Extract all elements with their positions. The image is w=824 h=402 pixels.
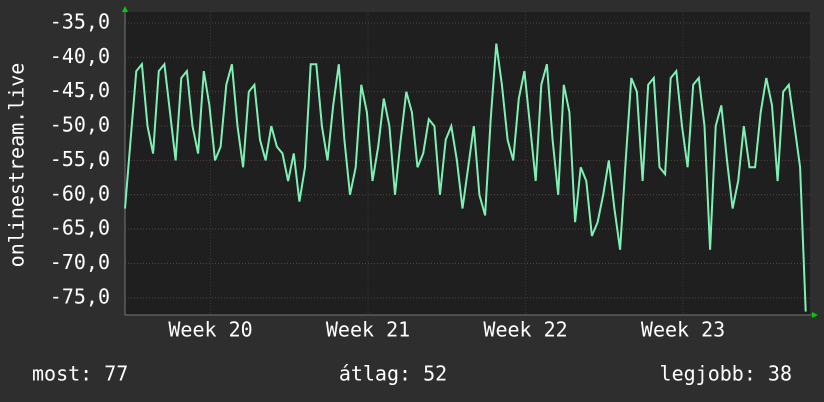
plot-area <box>125 12 810 315</box>
footer-current: most: 77 <box>32 362 128 386</box>
footer-average: átlag: 52 <box>339 362 447 386</box>
x-tick-label: Week 23 <box>641 318 725 342</box>
y-tick-label: -40,0 <box>50 44 110 68</box>
x-tick-label: Week 20 <box>168 318 252 342</box>
y-tick-label: -70,0 <box>50 250 110 274</box>
y-tick-label: -55,0 <box>50 147 110 171</box>
axis-arrow <box>122 6 128 12</box>
y-tick-label: -65,0 <box>50 216 110 240</box>
y-tick-label: -45,0 <box>50 78 110 102</box>
series-line <box>124 43 807 312</box>
y-tick-label: -35,0 <box>50 9 110 33</box>
axis-arrow <box>812 312 818 318</box>
y-tick-label: -75,0 <box>50 284 110 308</box>
y-tick-label: -60,0 <box>50 181 110 205</box>
x-tick-label: Week 22 <box>483 318 567 342</box>
footer-best: legjobb: 38 <box>660 362 792 386</box>
y-axis-label: onlinestream.live <box>5 63 29 268</box>
y-tick-label: -50,0 <box>50 113 110 137</box>
grid <box>125 12 810 315</box>
x-tick-label: Week 21 <box>326 318 410 342</box>
